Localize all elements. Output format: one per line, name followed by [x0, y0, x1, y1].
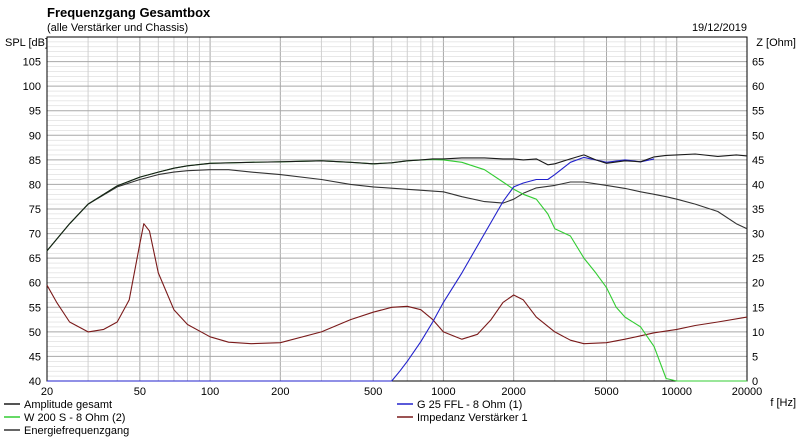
chart-grid: [46, 36, 748, 382]
y-right-tick-label: 15: [752, 302, 764, 314]
x-tick-label: 500: [364, 386, 382, 398]
x-tick-label: 200: [271, 386, 289, 398]
legend-label-amplitude: Amplitude gesamt: [24, 399, 112, 411]
y-left-tick-label: 50: [29, 327, 41, 339]
plot-frame: [46, 36, 748, 382]
y-right-axis-label: Z [Ohm]: [756, 37, 796, 49]
chart-date: 19/12/2019: [692, 22, 747, 34]
y-right-tick-label: 25: [752, 253, 764, 265]
x-axis-label: f [Hz]: [770, 397, 796, 409]
y-left-tick-label: 65: [29, 253, 41, 265]
y-left-tick-label: 40: [29, 376, 41, 388]
legend-label-woofer: W 200 S - 8 Ohm (2): [24, 412, 125, 424]
y-left-tick-label: 60: [29, 278, 41, 290]
series-line-energy: [46, 169, 748, 252]
y-left-tick-label: 70: [29, 229, 41, 241]
y-right-tick-label: 30: [752, 229, 764, 241]
x-tick-label: 1000: [431, 386, 455, 398]
chart-title: Frequenzgang Gesamtbox: [47, 5, 211, 20]
legend-label-energy: Energiefrequenzgang: [24, 425, 129, 437]
y-right-tick-label: 50: [752, 130, 764, 142]
y-left-axis-label: SPL [dB]: [5, 37, 48, 49]
series-line-woofer: [46, 158, 747, 382]
y-left-tick-label: 105: [23, 57, 41, 69]
y-left-tick-label: 75: [29, 204, 41, 216]
y-left-tick-label: 80: [29, 179, 41, 191]
x-tick-label: 20: [41, 386, 53, 398]
y-right-tick-label: 45: [752, 155, 764, 167]
y-right-tick-label: 5: [752, 351, 758, 363]
x-tick-label: 20000: [732, 386, 763, 398]
chart-subtitle: (alle Verstärker und Chassis): [47, 22, 188, 34]
y-right-tick-label: 10: [752, 327, 764, 339]
x-tick-label: 100: [201, 386, 219, 398]
axis-ticks: 20 50 100 200 500 1000 2000 5000 10000 2000010510…: [23, 57, 765, 398]
series-line-impedance: [46, 223, 748, 345]
x-tick-label: 50: [134, 386, 146, 398]
y-right-tick-label: 65: [752, 57, 764, 69]
y-left-tick-label: 90: [29, 130, 41, 142]
chart-series: [46, 153, 748, 382]
y-left-tick-label: 55: [29, 302, 41, 314]
y-right-tick-label: 55: [752, 106, 764, 118]
x-tick-label: 2000: [501, 386, 525, 398]
series-line-amplitude: [46, 153, 748, 252]
y-right-tick-label: 35: [752, 204, 764, 216]
y-right-tick-label: 40: [752, 179, 764, 191]
legend-label-tweeter: G 25 FFL - 8 Ohm (1): [417, 399, 522, 411]
y-left-tick-label: 45: [29, 351, 41, 363]
x-tick-label: 10000: [661, 386, 692, 398]
y-right-tick-label: 20: [752, 278, 764, 290]
y-right-tick-label: 0: [752, 376, 758, 388]
x-tick-label: 5000: [594, 386, 618, 398]
y-left-tick-label: 100: [23, 81, 41, 93]
legend-label-impedance: Impedanz Verstärker 1: [417, 412, 528, 424]
y-left-tick-label: 95: [29, 106, 41, 118]
y-left-tick-label: 85: [29, 155, 41, 167]
y-right-tick-label: 60: [752, 81, 764, 93]
